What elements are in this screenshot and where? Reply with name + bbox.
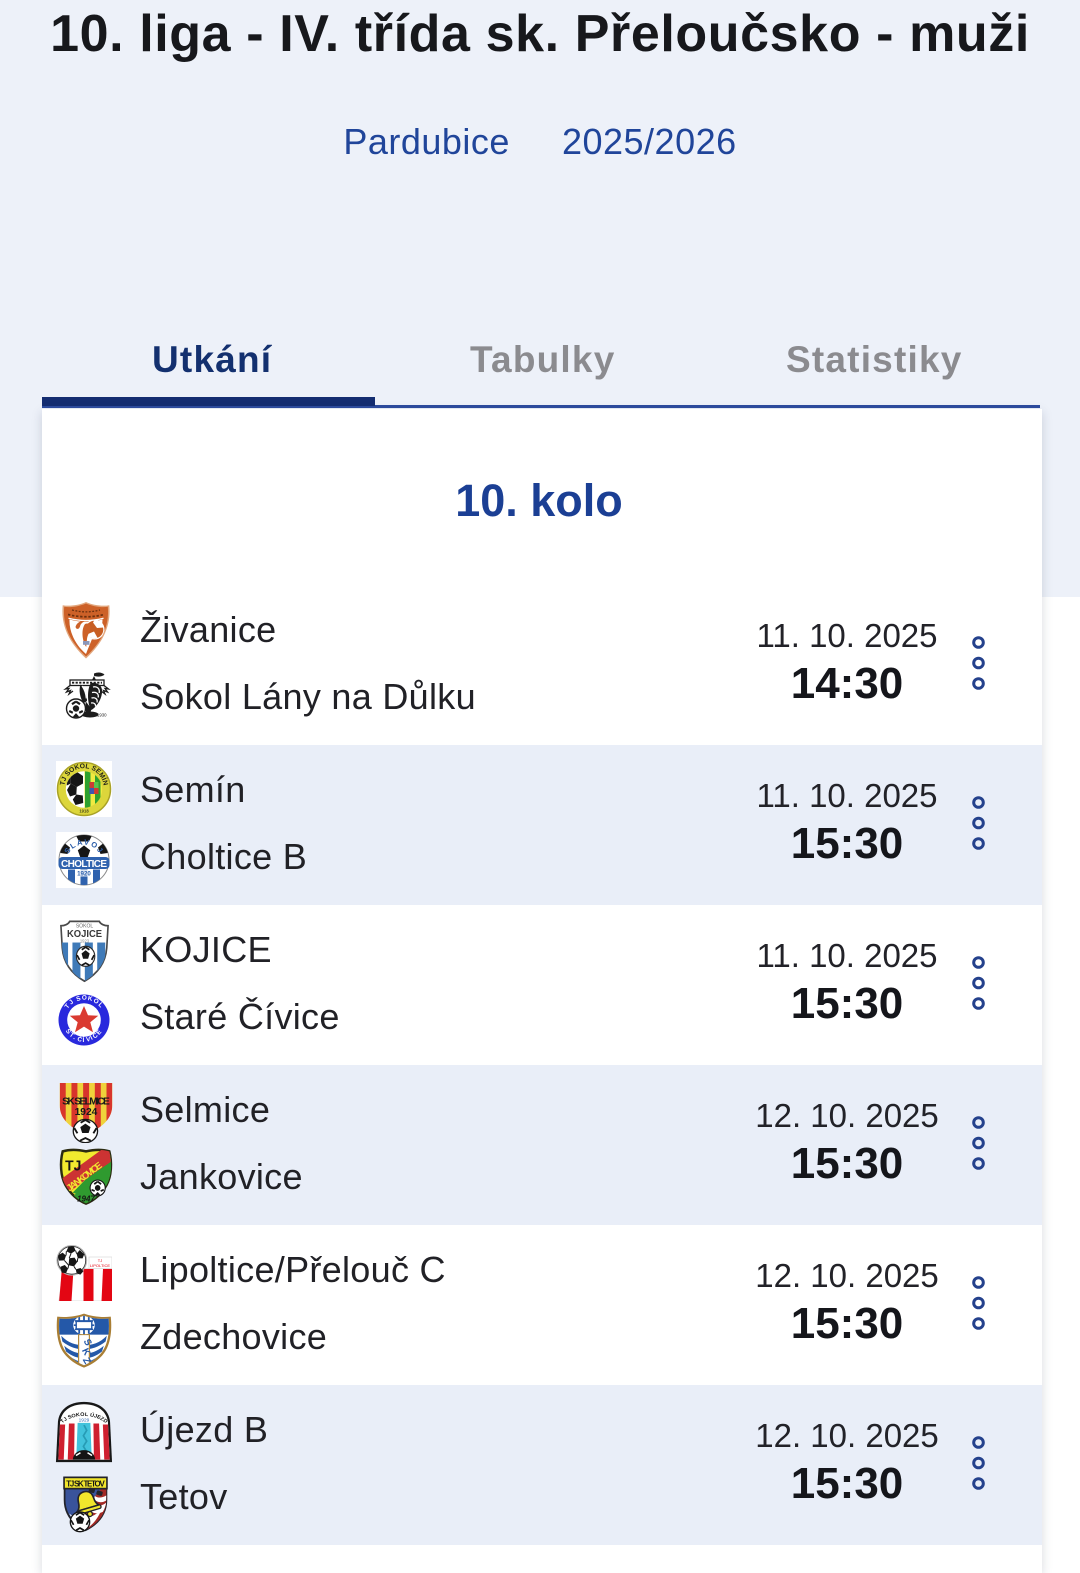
svg-text:1930: 1930 (97, 713, 107, 718)
svg-text:J: J (68, 998, 75, 1006)
svg-text:Í: Í (83, 1035, 85, 1044)
svg-text:S: S (75, 995, 82, 1003)
svg-text:SOKOL: SOKOL (76, 923, 93, 929)
svg-text:1923: 1923 (80, 938, 90, 943)
svg-text:TJ SK TETOV: TJ SK TETOV (66, 1479, 105, 1488)
svg-text:1920: 1920 (77, 871, 91, 878)
svg-text:TJ: TJ (65, 1158, 81, 1174)
svg-text:Č: Č (77, 1034, 84, 1044)
svg-text:K: K (87, 995, 93, 1003)
svg-text:O: O (82, 994, 87, 1001)
svg-text:T: T (68, 1031, 75, 1039)
svg-text:S: S (80, 1337, 94, 1348)
svg-text:Z: Z (80, 1356, 93, 1366)
svg-text:S: S (64, 1028, 73, 1036)
svg-text:KOJICE: KOJICE (67, 929, 102, 940)
svg-text:1929: 1929 (79, 1418, 90, 1423)
svg-text:1947: 1947 (77, 1194, 95, 1203)
svg-text:.: . (72, 1034, 77, 1041)
svg-text:CHOLTICE: CHOLTICE (61, 859, 107, 870)
svg-text:1918: 1918 (79, 809, 89, 814)
svg-text:L: L (97, 1001, 105, 1009)
svg-text:E: E (95, 1028, 104, 1036)
svg-text:O: O (92, 997, 100, 1006)
svg-text:K: K (79, 1347, 93, 1358)
svg-text:TJ: TJ (98, 1258, 102, 1263)
svg-text:C: C (92, 1032, 100, 1041)
svg-text:I: I (89, 1035, 94, 1042)
svg-text:T: T (64, 1003, 72, 1010)
svg-text:1924: 1924 (75, 1107, 98, 1118)
svg-text:LIPOLTICE: LIPOLTICE (90, 1263, 110, 1268)
svg-text:SK SELMICE: SK SELMICE (62, 1097, 110, 1108)
svg-text:V: V (86, 1036, 92, 1044)
